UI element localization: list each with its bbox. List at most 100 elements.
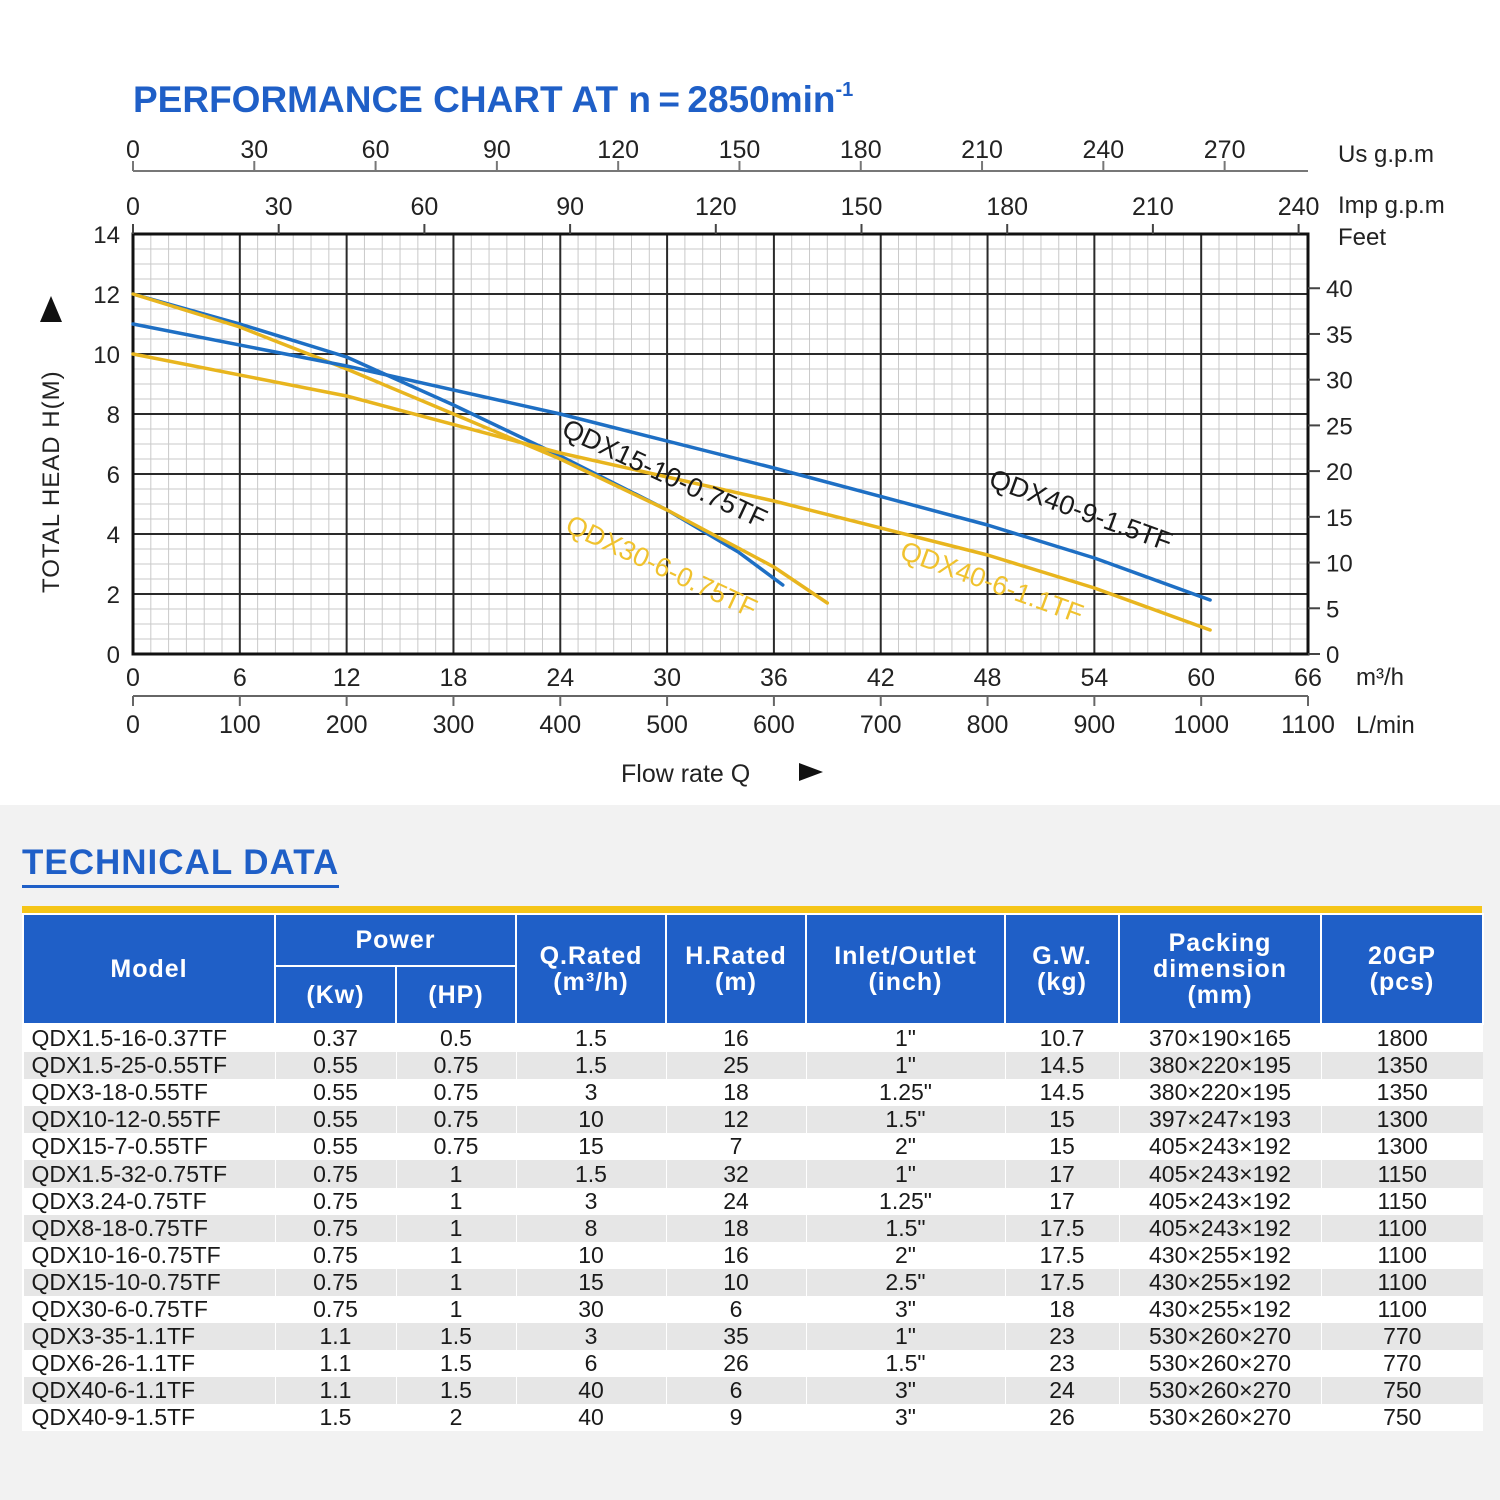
table-cell: 40 xyxy=(515,1377,666,1405)
table-cell: 0.55 xyxy=(274,1106,396,1134)
model-cell: QDX1.5-32-0.75TF xyxy=(22,1160,275,1188)
usgpm-tick-label: 180 xyxy=(840,136,882,164)
table-cell: 1.5" xyxy=(805,1214,1005,1242)
technical-data-table: Model Power Q.Rated (m³/h) H.Rated (m) Inl… xyxy=(22,913,1484,1432)
table-cell: 0.55 xyxy=(274,1079,396,1107)
table-cell: 530×260×270 xyxy=(1118,1404,1321,1432)
x-tick-label: 42 xyxy=(867,664,895,692)
table-cell: 370×190×165 xyxy=(1118,1024,1321,1053)
table-cell: 2" xyxy=(805,1133,1005,1161)
model-cell: QDX3.24-0.75TF xyxy=(22,1187,275,1215)
impgpm-tick-label: 240 xyxy=(1278,193,1320,221)
pack-line3: (mm) xyxy=(1187,981,1253,1010)
table-cell: 6 xyxy=(515,1350,666,1378)
table-cell: 397×247×193 xyxy=(1118,1106,1321,1134)
table-cell: 10 xyxy=(515,1241,666,1269)
lmin-tick-label: 300 xyxy=(433,711,475,739)
table-cell: 1.5 xyxy=(515,1024,666,1053)
impgpm-tick-label: 150 xyxy=(841,193,883,221)
lmin-tick-label: 900 xyxy=(1074,711,1116,739)
table-cell: 0.75 xyxy=(274,1214,396,1242)
curve-QDX40-6-1.1TF xyxy=(131,352,1212,632)
table-cell: 405×243×192 xyxy=(1118,1133,1321,1161)
x-tick-label: 36 xyxy=(760,664,788,692)
table-cell: 1" xyxy=(805,1160,1005,1188)
chart-title: PERFORMANCE CHART AT n = 2850min-1 xyxy=(133,79,853,120)
table-row: QDX1.5-16-0.37TF 0.37 0.5 1.5 16 1" 10.7 370×19… xyxy=(22,1024,1483,1053)
table-cell: 1 xyxy=(395,1187,516,1215)
plot-frame xyxy=(131,232,1310,656)
table-cell: 1.25" xyxy=(805,1079,1005,1107)
usgpm-tick-label: 120 xyxy=(597,136,639,164)
col-header-20gp: 20GP (pcs) xyxy=(1320,913,1484,1025)
table-cell: 3" xyxy=(805,1404,1005,1432)
model-cell: QDX40-9-1.5TF xyxy=(22,1404,275,1432)
model-cell: QDX3-35-1.1TF xyxy=(22,1323,275,1351)
chart-title-superscript: -1 xyxy=(835,79,853,101)
table-cell: 0.75 xyxy=(274,1160,396,1188)
model-cell: QDX3-18-0.55TF xyxy=(22,1079,275,1107)
lmin-tick-label: 600 xyxy=(753,711,795,739)
model-cell: QDX40-6-1.1TF xyxy=(22,1377,275,1405)
feet-tick-label: 10 xyxy=(1326,551,1353,578)
table-cell: 24 xyxy=(665,1187,806,1215)
x-tick-label: 30 xyxy=(653,664,681,692)
table-cell: 40 xyxy=(515,1404,666,1432)
table-cell: 9 xyxy=(665,1404,806,1432)
table-row: QDX3-18-0.55TF 0.55 0.75 3 18 1.25" 14.5 380×22… xyxy=(22,1079,1483,1107)
table-cell: 18 xyxy=(1004,1295,1119,1324)
x-tick-label: 60 xyxy=(1187,664,1215,692)
col-header-gw: G.W. (kg) xyxy=(1004,913,1120,1025)
table-cell: 1 xyxy=(395,1160,516,1188)
table-cell: 1.5 xyxy=(274,1404,396,1432)
table-row: QDX40-9-1.5TF 1.5 2 40 9 3" 26 530×260×270 750 xyxy=(22,1404,1483,1432)
table-row: QDX15-7-0.55TF 0.55 0.75 15 7 2" 15 405×243×192… xyxy=(22,1133,1483,1161)
table-row: QDX1.5-32-0.75TF 0.75 1 1.5 32 1" 17 405×243×19… xyxy=(22,1160,1483,1188)
unit-usgpm: Us g.p.m xyxy=(1338,141,1434,168)
table-cell: 23 xyxy=(1004,1323,1119,1351)
table-cell: 1.5 xyxy=(395,1350,516,1378)
curve-label: QDX30-6-0.75TF xyxy=(561,509,761,624)
table-cell: 530×260×270 xyxy=(1118,1323,1321,1351)
table-cell: 0.75 xyxy=(274,1241,396,1269)
table-cell: 12 xyxy=(665,1106,806,1134)
table-cell: 770 xyxy=(1320,1350,1483,1378)
table-cell: 0.55 xyxy=(274,1133,396,1161)
table-cell: 18 xyxy=(665,1214,806,1242)
table-cell: 750 xyxy=(1320,1404,1483,1432)
table-cell: 0.75 xyxy=(274,1187,396,1215)
pack-line1: Packing xyxy=(1168,928,1272,957)
table-cell: 18 xyxy=(665,1079,806,1107)
impgpm-tick-label: 60 xyxy=(410,193,438,221)
feet-tick-label: 15 xyxy=(1326,505,1353,532)
unit-m3h: m³/h xyxy=(1356,664,1404,691)
table-cell: 10 xyxy=(665,1268,806,1296)
x-tick-label: 6 xyxy=(233,664,247,692)
model-cell: QDX1.5-25-0.55TF xyxy=(22,1052,275,1080)
table-row: QDX30-6-0.75TF 0.75 1 30 6 3" 18 430×255×192 110… xyxy=(22,1295,1483,1324)
table-cell: 32 xyxy=(665,1160,806,1188)
table-cell: 1100 xyxy=(1320,1295,1483,1324)
table-cell: 1" xyxy=(805,1323,1005,1351)
x-tick-label: 66 xyxy=(1294,664,1322,692)
chart-title-text: PERFORMANCE CHART AT n = 2850min xyxy=(133,79,835,120)
h-rated-line1: H.Rated xyxy=(685,941,787,970)
table-cell: 380×220×195 xyxy=(1118,1052,1321,1080)
y-axis-title: TOTAL HEAD H(M) xyxy=(38,370,65,593)
table-cell: 3 xyxy=(515,1187,666,1215)
table-cell: 15 xyxy=(515,1268,666,1296)
table-cell: 1100 xyxy=(1320,1241,1483,1269)
lmin-tick-label: 100 xyxy=(219,711,261,739)
table-cell: 15 xyxy=(515,1133,666,1161)
lmin-tick-label: 0 xyxy=(126,711,140,739)
table-cell: 380×220×195 xyxy=(1118,1079,1321,1107)
feet-tick-label: 35 xyxy=(1326,322,1353,349)
pack-line2: dimension xyxy=(1152,954,1287,983)
feet-tick-label: 30 xyxy=(1326,368,1353,395)
technical-data-table-wrapper: Model Power Q.Rated (m³/h) H.Rated (m) Inl… xyxy=(22,906,1484,1432)
y-axis-arrow-icon xyxy=(40,296,62,322)
col-header-packing: Packing dimension (mm) xyxy=(1118,913,1322,1025)
table-cell: 1 xyxy=(395,1241,516,1269)
table-cell: 0.75 xyxy=(274,1268,396,1296)
table-cell: 1.1 xyxy=(274,1350,396,1378)
